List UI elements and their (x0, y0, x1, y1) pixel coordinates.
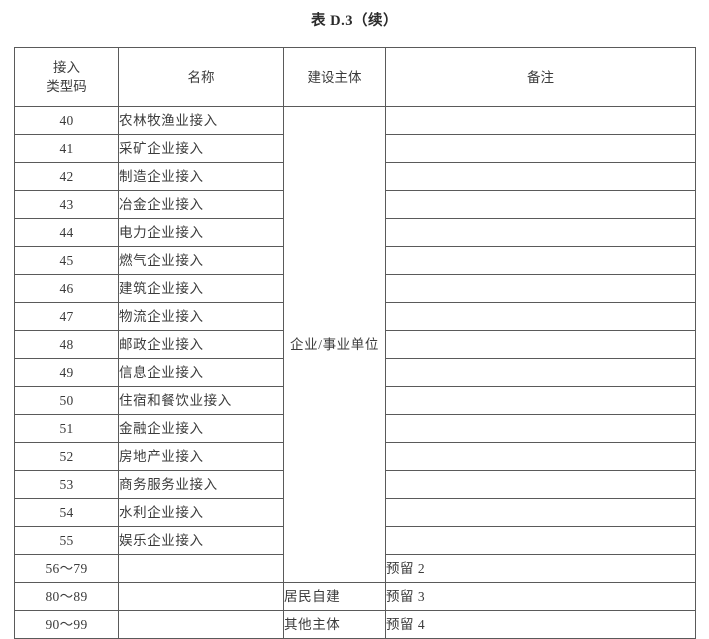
cell-name: 农林牧渔业接入 (118, 106, 284, 135)
table-container: 接入 类型码 名称 建设主体 备注 40 农林牧渔业接入 企业/事业单位 41 采矿企业… (14, 47, 696, 639)
table-row: 56～79 预留 2 (14, 554, 696, 583)
cell-access-type-code: 43 (14, 190, 119, 219)
table-row: 51 金融企业接入 (14, 414, 696, 443)
cell-access-type-code: 42 (14, 162, 119, 191)
cell-name: 电力企业接入 (118, 218, 284, 247)
cell-remark (385, 246, 696, 275)
table-row: 90～99 其他主体 预留 4 (14, 610, 696, 639)
table-row: 52 房地产业接入 (14, 442, 696, 471)
table-row: 54 水利企业接入 (14, 498, 696, 527)
cell-name: 娱乐企业接入 (118, 526, 284, 555)
cell-name: 冶金企业接入 (118, 190, 284, 219)
table-row: 80～89 居民自建 预留 3 (14, 582, 696, 611)
cell-name: 房地产业接入 (118, 442, 284, 471)
access-type-code-table: 接入 类型码 名称 建设主体 备注 40 农林牧渔业接入 企业/事业单位 41 采矿企业… (14, 47, 696, 639)
table-header-row: 接入 类型码 名称 建设主体 备注 (14, 47, 696, 107)
cell-access-type-code: 41 (14, 134, 119, 163)
cell-remark (385, 330, 696, 359)
cell-owner: 居民自建 (283, 582, 386, 611)
cell-access-type-code: 80～89 (14, 582, 119, 611)
cell-name (118, 610, 284, 639)
table-row: 55 娱乐企业接入 (14, 526, 696, 555)
cell-access-type-code: 56～79 (14, 554, 119, 583)
column-header-owner: 建设主体 (283, 47, 386, 107)
table-row: 40 农林牧渔业接入 企业/事业单位 (14, 106, 696, 583)
cell-name (118, 582, 284, 611)
cell-owner-merged: 企业/事业单位 (283, 106, 386, 583)
cell-owner: 其他主体 (283, 610, 386, 639)
cell-name: 采矿企业接入 (118, 134, 284, 163)
table-header: 接入 类型码 名称 建设主体 备注 (14, 47, 696, 107)
column-header-remark: 备注 (385, 47, 696, 107)
cell-access-type-code: 51 (14, 414, 119, 443)
cell-remark (385, 498, 696, 527)
table-row: 48 邮政企业接入 (14, 330, 696, 359)
cell-name: 水利企业接入 (118, 498, 284, 527)
cell-remark (385, 274, 696, 303)
cell-name: 金融企业接入 (118, 414, 284, 443)
table-body: 40 农林牧渔业接入 企业/事业单位 41 采矿企业接入 42 制造企业接入 43 冶金企业接入… (14, 106, 696, 639)
cell-access-type-code: 49 (14, 358, 119, 387)
column-header-name: 名称 (118, 47, 284, 107)
table-row: 53 商务服务业接入 (14, 470, 696, 499)
cell-access-type-code: 44 (14, 218, 119, 247)
cell-remark: 预留 2 (385, 554, 696, 583)
table-row: 43 冶金企业接入 (14, 190, 696, 219)
cell-name: 商务服务业接入 (118, 470, 284, 499)
cell-access-type-code: 54 (14, 498, 119, 527)
cell-remark (385, 134, 696, 163)
cell-name: 物流企业接入 (118, 302, 284, 331)
column-header-code-line2: 类型码 (46, 79, 87, 94)
table-row: 41 采矿企业接入 (14, 134, 696, 163)
cell-remark: 预留 4 (385, 610, 696, 639)
cell-name: 住宿和餐饮业接入 (118, 386, 284, 415)
table-row: 47 物流企业接入 (14, 302, 696, 331)
column-header-code-line1: 接入 (53, 60, 80, 75)
cell-name: 制造企业接入 (118, 162, 284, 191)
cell-access-type-code: 53 (14, 470, 119, 499)
cell-name: 邮政企业接入 (118, 330, 284, 359)
cell-access-type-code: 45 (14, 246, 119, 275)
cell-name: 燃气企业接入 (118, 246, 284, 275)
cell-remark (385, 414, 696, 443)
cell-remark (385, 526, 696, 555)
cell-name (118, 554, 284, 583)
cell-access-type-code: 55 (14, 526, 119, 555)
cell-access-type-code: 90～99 (14, 610, 119, 639)
cell-remark (385, 470, 696, 499)
cell-remark (385, 162, 696, 191)
cell-access-type-code: 46 (14, 274, 119, 303)
table-row: 44 电力企业接入 (14, 218, 696, 247)
cell-access-type-code: 52 (14, 442, 119, 471)
table-row: 50 住宿和餐饮业接入 (14, 386, 696, 415)
page-title: 表 D.3（续） (311, 13, 398, 29)
column-header-code: 接入 类型码 (14, 47, 119, 107)
cell-remark (385, 302, 696, 331)
cell-remark (385, 218, 696, 247)
cell-access-type-code: 48 (14, 330, 119, 359)
cell-access-type-code: 40 (14, 106, 119, 135)
cell-remark: 预留 3 (385, 582, 696, 611)
cell-remark (385, 442, 696, 471)
cell-remark (385, 358, 696, 387)
cell-name: 信息企业接入 (118, 358, 284, 387)
table-row: 42 制造企业接入 (14, 162, 696, 191)
cell-access-type-code: 50 (14, 386, 119, 415)
cell-name: 建筑企业接入 (118, 274, 284, 303)
cell-remark (385, 386, 696, 415)
cell-access-type-code: 47 (14, 302, 119, 331)
cell-remark (385, 190, 696, 219)
cell-remark (385, 106, 696, 135)
